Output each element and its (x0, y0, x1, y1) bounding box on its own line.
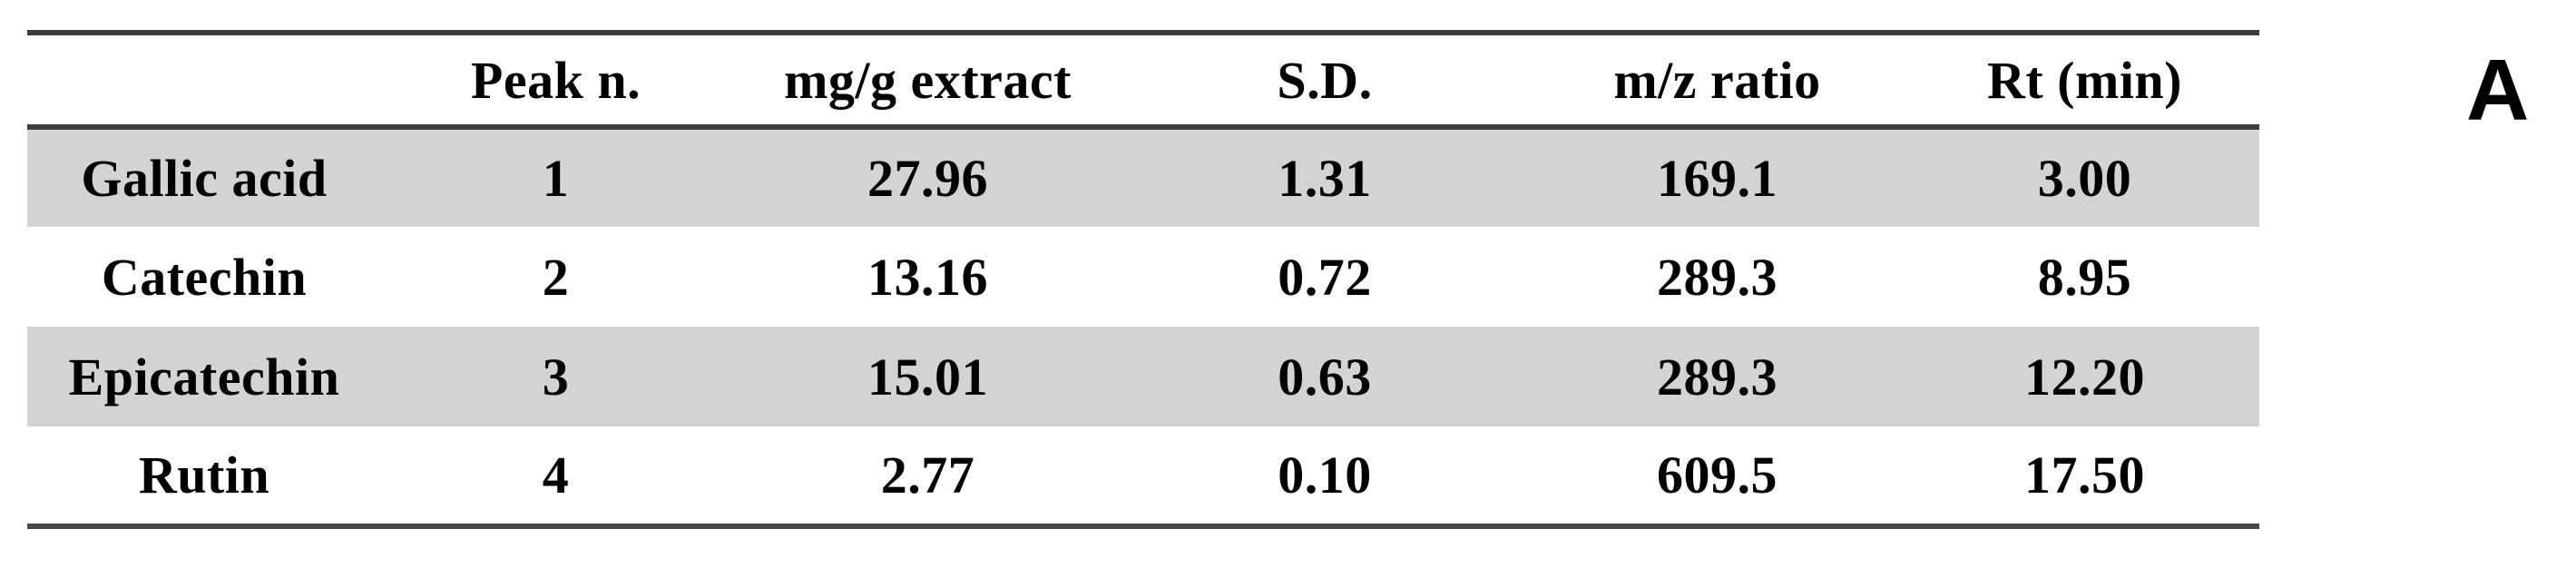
rt-cell: 17.50 (2024, 446, 2145, 504)
mg-per-g-cell: 2.77 (880, 446, 975, 504)
rt-cell: 8.95 (2037, 247, 2132, 307)
mg-per-g-cell: 13.16 (867, 247, 988, 307)
peak-number-cell: 1 (542, 149, 570, 208)
sd-cell: 1.31 (1278, 149, 1372, 208)
table-row-catechin: Catechin 2 13.16 0.72 289.3 8.95 (27, 227, 2259, 327)
column-header-compound (27, 33, 381, 127)
table-row-epicatechin: Epicatechin 3 15.01 0.63 289.3 12.20 (27, 327, 2259, 426)
mz-ratio-cell: 609.5 (1657, 446, 1778, 504)
sd-cell: 0.72 (1278, 247, 1372, 307)
peak-number-cell: 4 (542, 446, 570, 504)
mg-per-g-cell: 15.01 (867, 347, 988, 406)
column-header-mz-ratio: m/z ratio (1613, 50, 1821, 110)
header-row: Peak n. mg/g extract S.D. m/z ratio Rt (… (27, 33, 2259, 127)
rt-cell: 12.20 (2024, 347, 2145, 406)
compound-name-cell: Catechin (101, 247, 308, 307)
table-row-rutin: Rutin 4 2.77 0.10 609.5 17.50 (27, 426, 2259, 526)
mz-ratio-cell: 169.1 (1657, 149, 1778, 208)
column-header-mg-per-g-extract: mg/g extract (784, 50, 1072, 110)
table-header: Peak n. mg/g extract S.D. m/z ratio Rt (… (27, 33, 2259, 127)
mz-ratio-cell: 289.3 (1657, 347, 1778, 406)
panel-label: A (2466, 42, 2530, 139)
compound-name-cell: Gallic acid (81, 149, 328, 208)
rt-cell: 3.00 (2037, 149, 2132, 208)
column-header-rt-min: Rt (min) (1986, 50, 2182, 110)
compound-name-cell: Rutin (138, 446, 270, 504)
mz-ratio-cell: 289.3 (1657, 247, 1778, 307)
column-header-peak-number: Peak n. (470, 50, 642, 110)
peak-number-cell: 2 (542, 247, 570, 307)
sd-cell: 0.10 (1278, 446, 1372, 504)
mg-per-g-cell: 27.96 (867, 149, 988, 208)
compound-name-cell: Epicatechin (68, 347, 340, 406)
table-body: Gallic acid 1 27.96 1.31 169.1 3.00 Cate… (27, 127, 2259, 526)
table-row-gallic-acid: Gallic acid 1 27.96 1.31 169.1 3.00 (27, 127, 2259, 227)
sd-cell: 0.63 (1278, 347, 1372, 406)
peak-number-cell: 3 (542, 347, 570, 406)
column-header-sd: S.D. (1277, 50, 1373, 110)
compound-quantification-table: Peak n. mg/g extract S.D. m/z ratio Rt (… (27, 30, 2259, 529)
